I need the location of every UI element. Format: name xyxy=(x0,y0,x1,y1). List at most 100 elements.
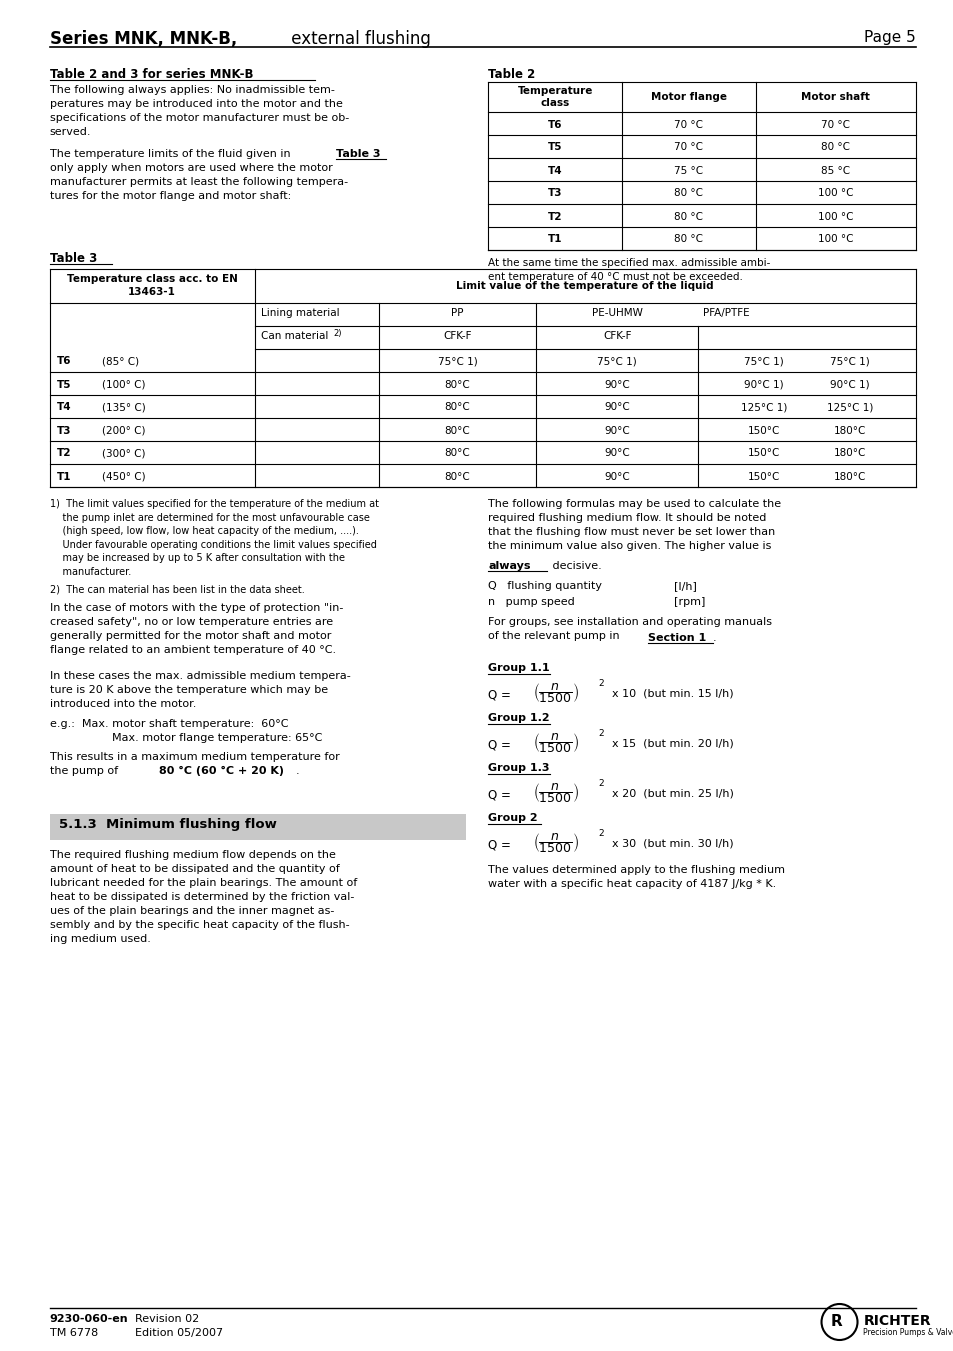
Text: 90°C: 90°C xyxy=(604,403,629,412)
Text: Group 1.2: Group 1.2 xyxy=(488,713,550,723)
Text: RICHTER: RICHTER xyxy=(862,1315,930,1328)
Text: TM 6778: TM 6778 xyxy=(50,1328,98,1337)
Text: Table 2 and 3 for series MNK-B: Table 2 and 3 for series MNK-B xyxy=(50,68,253,81)
Text: Motor flange: Motor flange xyxy=(650,92,726,101)
Text: 70 °C: 70 °C xyxy=(821,119,849,130)
Text: The following always applies: No inadmissible tem-
peratures may be introduced i: The following always applies: No inadmis… xyxy=(50,85,349,136)
Text: In these cases the max. admissible medium tempera-
ture is 20 K above the temper: In these cases the max. admissible mediu… xyxy=(50,671,350,709)
Text: Table 3: Table 3 xyxy=(335,149,380,159)
Text: 70 °C: 70 °C xyxy=(674,119,702,130)
Text: only apply when motors are used where the motor
manufacturer permits at least th: only apply when motors are used where th… xyxy=(50,163,348,201)
Text: 5.1.3  Minimum flushing flow: 5.1.3 Minimum flushing flow xyxy=(59,817,276,831)
Text: (450° C): (450° C) xyxy=(102,471,146,481)
Text: Page 5: Page 5 xyxy=(863,30,915,45)
Text: Q   flushing quantity: Q flushing quantity xyxy=(488,581,601,590)
Text: 90°C: 90°C xyxy=(604,380,629,389)
Text: T5: T5 xyxy=(57,380,71,389)
Text: .: . xyxy=(712,634,716,643)
Text: n   pump speed: n pump speed xyxy=(488,597,575,607)
Text: Motor shaft: Motor shaft xyxy=(801,92,869,101)
Text: 70 °C: 70 °C xyxy=(674,142,702,153)
Text: T2: T2 xyxy=(547,212,562,222)
Text: 75 °C: 75 °C xyxy=(674,166,702,176)
Text: Section 1: Section 1 xyxy=(647,634,705,643)
Text: The temperature limits of the fluid given in: The temperature limits of the fluid give… xyxy=(50,149,294,159)
Text: always: always xyxy=(488,561,531,571)
Text: Group 2: Group 2 xyxy=(488,813,537,823)
Text: x 15  (but min. 20 l/h): x 15 (but min. 20 l/h) xyxy=(611,738,733,748)
Text: In the case of motors with the type of protection "in-
creased safety", no or lo: In the case of motors with the type of p… xyxy=(50,603,343,655)
Text: Limit value of the temperature of the liquid: Limit value of the temperature of the li… xyxy=(456,281,714,290)
Text: T5: T5 xyxy=(547,142,562,153)
Text: 2: 2 xyxy=(598,730,603,738)
Text: 80°C: 80°C xyxy=(444,471,470,481)
Text: 80°C: 80°C xyxy=(444,403,470,412)
Text: Can material: Can material xyxy=(261,331,332,340)
Text: Group 1.1: Group 1.1 xyxy=(488,663,550,673)
Text: Series MNK, MNK-B,: Series MNK, MNK-B, xyxy=(50,30,236,49)
Text: Revision 02: Revision 02 xyxy=(135,1315,199,1324)
Text: 90°C 1): 90°C 1) xyxy=(743,380,783,389)
Text: The values determined apply to the flushing medium
water with a specific heat ca: The values determined apply to the flush… xyxy=(488,865,784,889)
Text: 80 °C (60 °C + 20 K): 80 °C (60 °C + 20 K) xyxy=(159,766,284,775)
Text: 1)  The limit values specified for the temperature of the medium at
    the pump: 1) The limit values specified for the te… xyxy=(50,499,378,577)
Text: external flushing: external flushing xyxy=(286,30,431,49)
Text: Edition 05/2007: Edition 05/2007 xyxy=(135,1328,223,1337)
Text: (200° C): (200° C) xyxy=(102,426,146,435)
Text: Precision Pumps & Valves: Precision Pumps & Valves xyxy=(862,1328,953,1337)
Text: x 20  (but min. 25 l/h): x 20 (but min. 25 l/h) xyxy=(611,788,733,798)
Text: Temperature class acc. to EN
13463-1: Temperature class acc. to EN 13463-1 xyxy=(67,274,237,297)
Text: T2: T2 xyxy=(57,449,71,458)
Text: (135° C): (135° C) xyxy=(102,403,146,412)
Text: 80 °C: 80 °C xyxy=(674,235,702,245)
Text: .: . xyxy=(295,766,299,775)
Text: 90°C: 90°C xyxy=(604,426,629,435)
Text: T1: T1 xyxy=(547,235,562,245)
Text: Group 1.3: Group 1.3 xyxy=(488,763,549,773)
Text: CFK-F: CFK-F xyxy=(602,331,631,340)
Text: Q =: Q = xyxy=(488,739,511,753)
Text: (300° C): (300° C) xyxy=(102,449,146,458)
Text: The required flushing medium flow depends on the
amount of heat to be dissipated: The required flushing medium flow depend… xyxy=(50,850,356,944)
Text: 80°C: 80°C xyxy=(444,380,470,389)
Text: T3: T3 xyxy=(547,189,562,199)
Text: 2: 2 xyxy=(598,680,603,688)
Text: (100° C): (100° C) xyxy=(102,380,146,389)
Text: 2: 2 xyxy=(598,780,603,788)
Text: T1: T1 xyxy=(57,471,71,481)
Text: [rpm]: [rpm] xyxy=(674,597,705,607)
Text: 80°C: 80°C xyxy=(444,449,470,458)
Text: T3: T3 xyxy=(57,426,71,435)
Text: $\left(\dfrac{n}{1500}\right)$: $\left(\dfrac{n}{1500}\right)$ xyxy=(533,681,578,705)
Text: 2): 2) xyxy=(333,330,341,338)
Text: Max. motor flange temperature: 65°C: Max. motor flange temperature: 65°C xyxy=(112,734,322,743)
Text: Lining material: Lining material xyxy=(261,308,339,317)
Text: e.g.:  Max. motor shaft temperature:  60°C: e.g.: Max. motor shaft temperature: 60°C xyxy=(50,719,288,730)
Text: PP: PP xyxy=(451,308,463,317)
Text: Q =: Q = xyxy=(488,839,511,852)
Text: 85 °C: 85 °C xyxy=(821,166,849,176)
Text: 2)  The can material has been list in the data sheet.: 2) The can material has been list in the… xyxy=(50,585,304,594)
Text: 100 °C: 100 °C xyxy=(817,212,853,222)
Text: 100 °C: 100 °C xyxy=(817,189,853,199)
Text: For groups, see installation and operating manuals
of the relevant pump in: For groups, see installation and operati… xyxy=(488,617,772,640)
Text: At the same time the specified max. admissible ambi-
ent temperature of 40 °C mu: At the same time the specified max. admi… xyxy=(488,258,770,282)
Text: 150°C: 150°C xyxy=(747,449,780,458)
Text: (85° C): (85° C) xyxy=(102,357,139,366)
Text: 75°C 1): 75°C 1) xyxy=(597,357,637,366)
Text: 90°C: 90°C xyxy=(604,471,629,481)
Text: The following formulas may be used to calculate the
required flushing medium flo: The following formulas may be used to ca… xyxy=(488,499,781,551)
Text: x 30  (but min. 30 l/h): x 30 (but min. 30 l/h) xyxy=(611,838,732,848)
Text: Q =: Q = xyxy=(488,689,511,703)
Text: x 10  (but min. 15 l/h): x 10 (but min. 15 l/h) xyxy=(611,688,732,698)
Text: 180°C: 180°C xyxy=(833,426,865,435)
Text: This results in a maximum medium temperature for
the pump of: This results in a maximum medium tempera… xyxy=(50,753,339,775)
Text: 90°C: 90°C xyxy=(604,449,629,458)
Text: $\left(\dfrac{n}{1500}\right)$: $\left(\dfrac{n}{1500}\right)$ xyxy=(533,731,578,755)
Text: 75°C 1): 75°C 1) xyxy=(829,357,869,366)
Text: Temperature
class: Temperature class xyxy=(517,86,593,108)
Text: T4: T4 xyxy=(57,403,71,412)
Text: T6: T6 xyxy=(547,119,562,130)
Text: 100 °C: 100 °C xyxy=(817,235,853,245)
Text: 125°C 1): 125°C 1) xyxy=(826,403,872,412)
